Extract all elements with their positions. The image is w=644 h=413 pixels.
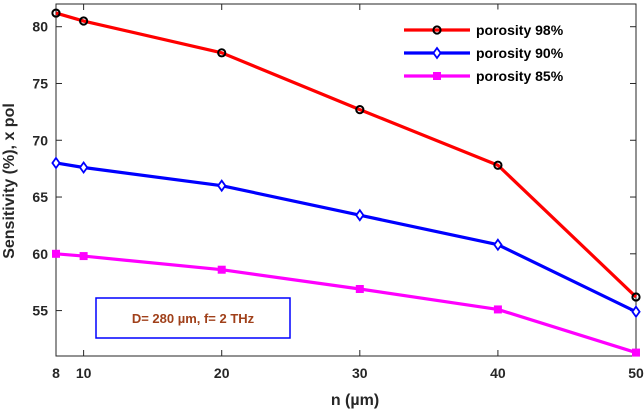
data-point: [217, 48, 227, 58]
y-tick-label: 70: [32, 132, 48, 148]
x-axis-label: n (µm): [331, 392, 379, 409]
annotation-box: D= 280 µm, f= 2 THz: [95, 297, 291, 339]
data-point: [217, 265, 226, 274]
data-point: [432, 46, 442, 60]
data-point: [51, 156, 61, 170]
series-circle: [51, 8, 641, 302]
axis-ticks: 8 10 20 30 40 50 55 60 65 70 75 80: [32, 4, 644, 381]
data-point: [493, 160, 503, 170]
data-point: [51, 8, 61, 18]
data-point: [432, 25, 442, 35]
annotation-text: D= 280 µm, f= 2 THz: [132, 311, 255, 326]
series-layer: [51, 8, 641, 357]
annotation-border: [95, 297, 291, 339]
legend-label: porosity 85%: [476, 68, 564, 84]
y-tick-label: 80: [32, 19, 48, 35]
x-tick-label: 10: [76, 365, 92, 381]
legend-label: porosity 90%: [476, 45, 564, 61]
x-tick-label: 40: [490, 365, 506, 381]
data-point: [355, 208, 365, 222]
data-point: [52, 249, 60, 258]
data-point: [355, 285, 364, 294]
plot-frame: [55, 3, 637, 357]
series-square: [52, 249, 640, 357]
data-point: [355, 105, 365, 115]
y-tick-label: 55: [32, 303, 48, 319]
x-tick-label: 20: [214, 365, 230, 381]
data-point: [632, 348, 640, 357]
data-point: [631, 292, 641, 302]
data-point: [79, 252, 88, 261]
axes-frame: [55, 3, 637, 357]
series-line: [55, 252, 637, 355]
y-tick-label: 75: [32, 75, 48, 91]
x-tick-label: 8: [52, 365, 60, 381]
legend-label: porosity 98%: [476, 22, 564, 38]
data-point: [79, 16, 89, 26]
y-axis-label: Sensitivity (%), x pol: [1, 103, 18, 259]
legend-item: porosity 90%: [404, 45, 564, 61]
data-point: [433, 72, 441, 80]
y-tick-label: 65: [32, 189, 48, 205]
x-tick-label: 30: [352, 365, 368, 381]
data-point: [217, 179, 227, 193]
data-point: [493, 305, 502, 314]
legend-item: porosity 98%: [404, 22, 564, 38]
series-diamond: [51, 156, 641, 319]
y-tick-label: 60: [32, 246, 48, 262]
series-line: [55, 11, 638, 299]
data-point: [631, 305, 641, 319]
series-line: [55, 161, 637, 314]
legend-item: porosity 85%: [404, 68, 564, 84]
legend: porosity 98% porosity 90% porosity 85%: [397, 9, 621, 101]
data-point: [78, 160, 89, 175]
x-tick-label: 50: [628, 365, 644, 381]
data-point: [493, 238, 503, 252]
